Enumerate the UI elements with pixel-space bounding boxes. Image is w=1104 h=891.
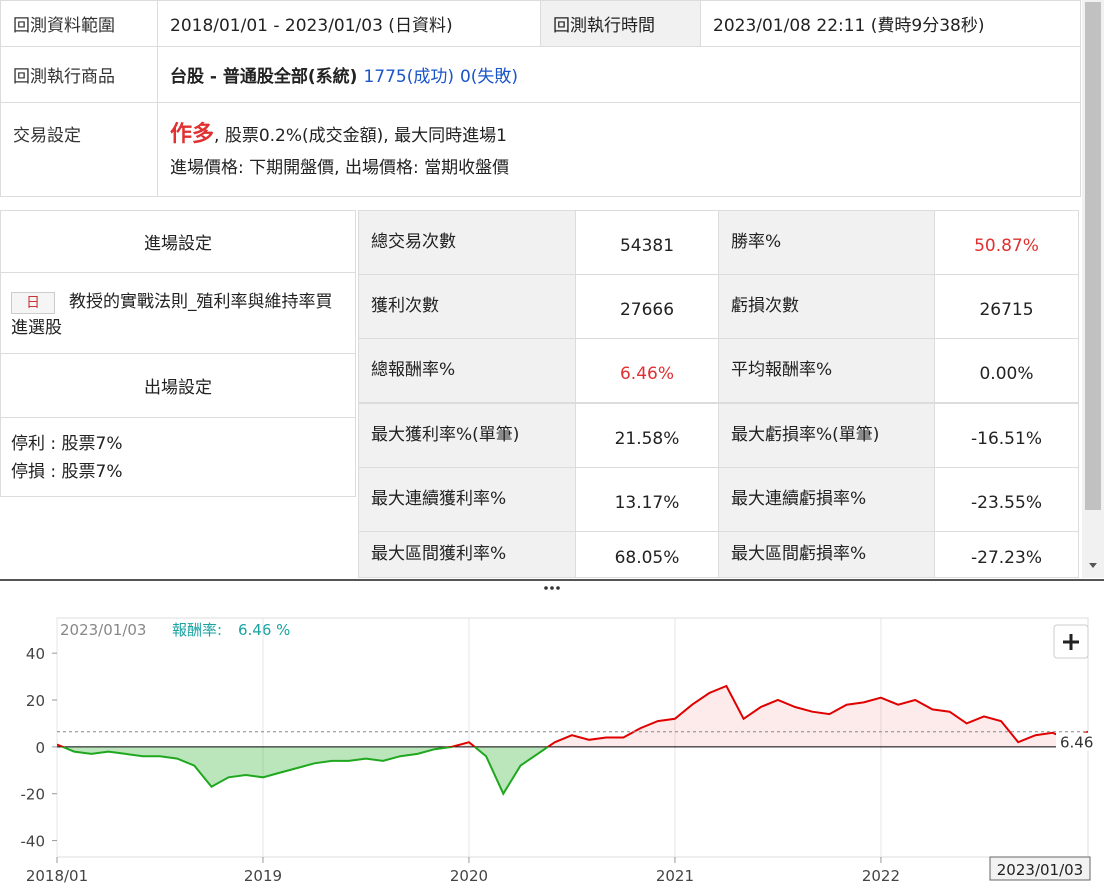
y-tick-label: -20 — [21, 786, 46, 804]
stat-value: 13.17% — [575, 467, 719, 532]
stat-label: 最大獲利率%(單筆) — [358, 403, 576, 468]
chart: 2023/01/03 報酬率: 6.46 % 2018/01 2019 2020 20… — [21, 617, 1102, 885]
area-negative — [57, 746, 1088, 794]
trade-line: 作多, 股票0.2%(成交金額), 最大同時進場1 — [170, 119, 1068, 152]
y-tick-label: 20 — [26, 692, 45, 710]
exit-cell: 停利 : 股票7% 停損 : 股票7% — [0, 417, 356, 497]
header-label: 報酬率: — [172, 621, 222, 639]
x-tick-label: 2018/01 — [26, 867, 88, 885]
stat-value: -23.55% — [934, 467, 1079, 532]
scroll-arrow[interactable] — [1082, 556, 1104, 576]
entry-cell: 日教授的實戰法則_殖利率與維持率買進選股 — [0, 272, 356, 354]
line-positive — [57, 684, 1088, 747]
scroll-thumb[interactable] — [1085, 2, 1101, 510]
zoom-button[interactable] — [1053, 624, 1089, 659]
stat-value: 21.58% — [575, 403, 719, 468]
product-cell: 台股 - 普通股全部(系統) 1775(成功) 0(失敗) — [157, 46, 1081, 103]
product-fail[interactable]: 0(失敗) — [459, 67, 519, 87]
range-label: 回測資料範圍 — [0, 0, 158, 47]
stat-label: 最大連續虧損率% — [718, 467, 935, 532]
y-tick-label: 0 — [35, 739, 45, 757]
exit-title: 出場設定 — [0, 353, 356, 418]
entry-tag: 日 — [11, 292, 55, 314]
scrollbar[interactable] — [1082, 0, 1104, 578]
stat-value: 68.05% — [575, 531, 719, 578]
trade-cell: 作多, 股票0.2%(成交金額), 最大同時進場1 進場價格: 下期開盤價, 出… — [157, 102, 1081, 197]
y-tick-label: -40 — [21, 833, 46, 851]
area-positive — [57, 686, 1088, 747]
stat-label: 平均報酬率% — [718, 338, 935, 403]
time-label: 回測執行時間 — [540, 0, 701, 47]
product-value: 台股 - 普通股全部(系統) — [170, 67, 358, 87]
trade-direction: 作多 — [170, 122, 215, 147]
stat-label: 最大虧損率%(單筆) — [718, 403, 935, 468]
x-tick-label: 2021 — [656, 867, 694, 885]
product-label: 回測執行商品 — [0, 46, 158, 103]
stat-label: 勝率% — [718, 210, 935, 275]
exit-rule: 停損 : 股票7% — [11, 462, 123, 482]
stat-value: 54381 — [575, 210, 719, 275]
tooltip-date: 2023/01/03 — [997, 861, 1083, 879]
stat-label: 最大區間獲利率% — [358, 531, 576, 578]
tooltip-box — [989, 856, 1091, 881]
stat-value: -16.51% — [934, 403, 1079, 468]
stat-label: 總報酬率% — [358, 338, 576, 403]
x-tick-label: 2019 — [244, 867, 282, 885]
time-value: 2023/01/08 22:11 (費時9分38秒) — [700, 0, 1081, 47]
product-success[interactable]: 1775(成功) — [363, 67, 454, 87]
stat-label: 獲利次數 — [358, 274, 576, 339]
stat-value: 0.00% — [934, 338, 1079, 403]
stat-value: 27666 — [575, 274, 719, 339]
entry-title: 進場設定 — [0, 210, 356, 273]
divider-handle[interactable] — [540, 584, 564, 592]
stat-label: 最大連續獲利率% — [358, 467, 576, 532]
exit-rule: 停利 : 股票7% — [11, 434, 123, 454]
last-value-label: 6.46 — [1060, 734, 1093, 752]
plot-area — [56, 617, 1089, 858]
header-date: 2023/01/03 — [60, 621, 146, 639]
stat-label: 最大區間虧損率% — [718, 531, 935, 578]
stat-value: -27.23% — [934, 531, 1079, 578]
range-value: 2018/01/01 - 2023/01/03 (日資料) — [157, 0, 541, 47]
stat-label: 虧損次數 — [718, 274, 935, 339]
x-tick-label: 2022 — [862, 867, 900, 885]
divider[interactable] — [0, 579, 1104, 581]
stat-value: 26715 — [934, 274, 1079, 339]
x-tick-label: 2020 — [450, 867, 488, 885]
trade-cost: , 股票0.2%(成交金額), 最大同時進場1 — [214, 126, 507, 146]
entry-rule: 教授的實戰法則_殖利率與維持率買進選股 — [11, 292, 333, 338]
header-value: 6.46 % — [238, 621, 290, 639]
stat-value: 50.87% — [934, 210, 1079, 275]
trade-price: 進場價格: 下期開盤價, 出場價格: 當期收盤價 — [170, 158, 510, 178]
last-value-box — [1056, 732, 1102, 751]
line-negative — [60, 746, 550, 796]
trade-label: 交易設定 — [0, 102, 158, 197]
y-tick-label: 40 — [26, 645, 45, 663]
stat-label: 總交易次數 — [358, 210, 576, 275]
stat-value: 6.46% — [575, 338, 719, 403]
